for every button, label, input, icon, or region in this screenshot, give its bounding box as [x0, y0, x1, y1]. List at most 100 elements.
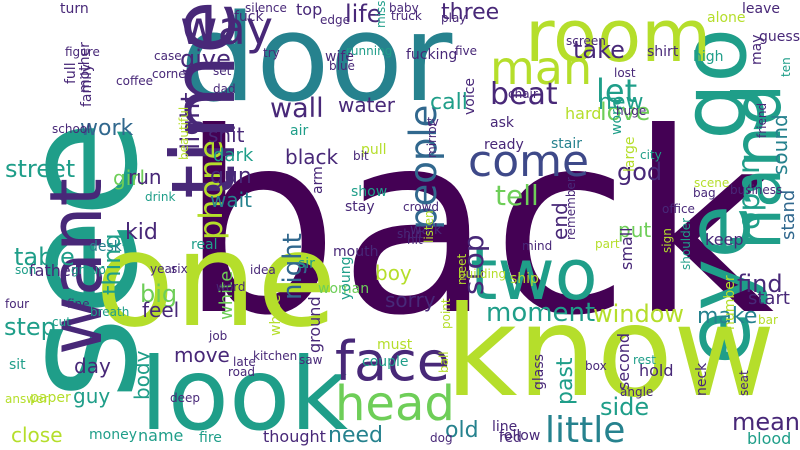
word-set: set: [213, 64, 232, 78]
word-leave: leave: [742, 1, 780, 17]
word-follow: follow: [499, 428, 541, 444]
word-new: new: [598, 90, 644, 115]
word-seat: seat: [737, 370, 751, 396]
word-big: big: [140, 280, 178, 308]
word-money: money: [89, 427, 137, 443]
word-step: step: [4, 313, 56, 341]
word-guess: guess: [759, 29, 800, 45]
word-whole: whole: [268, 294, 284, 336]
word-feel: feel: [142, 298, 180, 322]
word-angle: angle: [620, 385, 654, 399]
word-shut: shut: [397, 227, 424, 241]
word-gun: gun: [210, 164, 252, 189]
word-man: man: [490, 41, 593, 95]
word-truck: truck: [391, 9, 422, 23]
word-coffee: coffee: [116, 74, 153, 88]
word-let: let: [596, 72, 638, 110]
word-friend: friend: [755, 102, 769, 138]
word-start: start: [748, 288, 790, 309]
word-silence: silence: [245, 1, 287, 15]
word-drink: drink: [145, 190, 176, 204]
word-cut: cut: [52, 315, 71, 329]
word-bit: bit: [353, 149, 369, 163]
word-breath: breath: [90, 305, 130, 319]
word-black: black: [285, 145, 339, 169]
word-bar: bar: [758, 313, 778, 327]
word-god: god: [617, 158, 663, 186]
word-put: put: [618, 218, 652, 242]
word-name: name: [138, 426, 184, 445]
word-water: water: [338, 93, 395, 117]
word-give: give: [180, 45, 231, 73]
word-answer: answer: [5, 392, 49, 406]
word-wife: wife: [325, 49, 354, 65]
word-office: office: [662, 202, 695, 216]
word-scene: scene: [694, 176, 730, 190]
word-way: way: [180, 1, 274, 55]
word-may: may: [749, 34, 765, 65]
word-know: know: [445, 280, 776, 425]
word-guy: guy: [73, 384, 111, 408]
word-sir: sir: [298, 256, 315, 272]
word-couple: couple: [362, 354, 409, 370]
word-six: six: [171, 262, 188, 276]
word-chair: chair: [508, 87, 538, 101]
word-ship: ship: [510, 271, 539, 287]
word-body: body: [130, 350, 154, 400]
word-tell: tell: [495, 179, 539, 212]
word-look: look: [140, 336, 349, 450]
word-ready: ready: [484, 137, 524, 153]
word-ground: ground: [305, 296, 324, 353]
word-job: job: [209, 329, 228, 343]
word-fine: fine: [67, 297, 90, 311]
word-sign: sign: [660, 228, 674, 253]
word-running: running: [346, 44, 393, 58]
word-high: high: [693, 49, 724, 65]
word-voice: voice: [462, 77, 478, 115]
word-head: head: [335, 376, 455, 432]
word-past: past: [553, 357, 578, 405]
word-shit: shit: [208, 123, 245, 147]
word-case: case: [154, 49, 182, 63]
word-large: large: [622, 136, 638, 172]
word-idea: idea: [250, 263, 276, 277]
word-son: son: [15, 263, 37, 277]
word-city: city: [640, 148, 662, 162]
word-line: line: [492, 419, 518, 435]
word-top: top: [296, 0, 323, 19]
word-ask: ask: [490, 115, 514, 131]
word-fuck: fuck: [234, 9, 264, 25]
word-school: school: [52, 122, 91, 136]
word-moment: moment: [486, 298, 596, 328]
word-little: little: [545, 410, 626, 450]
word-wait: wait: [210, 188, 253, 212]
word-sound: sound: [768, 114, 792, 175]
word-tv: tv: [427, 115, 439, 129]
word-four: four: [5, 297, 30, 311]
word-late: late: [233, 355, 256, 369]
word-second: second: [614, 332, 633, 390]
word-kitchen: kitchen: [253, 349, 298, 363]
word-edge: edge: [320, 13, 350, 27]
word-bag: bag: [693, 186, 716, 200]
word-five: five: [455, 44, 478, 58]
word-alone: alone: [707, 10, 746, 26]
word-run: run: [128, 165, 162, 189]
word-stand: stand: [778, 189, 799, 240]
word-lost: lost: [614, 66, 636, 80]
word-try: try: [263, 46, 280, 60]
word-crowd: crowd: [403, 200, 440, 214]
word-wall: wall: [270, 93, 324, 124]
word-sorry: sorry: [385, 288, 436, 312]
word-beat: beat: [490, 77, 558, 112]
word-dad: dad: [213, 82, 236, 96]
word-day: day: [74, 354, 111, 378]
word-woman: woman: [318, 281, 370, 297]
word-take: take: [573, 36, 625, 64]
word-listen: listen: [422, 210, 436, 243]
word-dog: dog: [430, 431, 453, 445]
word-love: love: [600, 98, 651, 126]
word-building: building: [458, 267, 507, 281]
word-red: red: [499, 430, 522, 446]
